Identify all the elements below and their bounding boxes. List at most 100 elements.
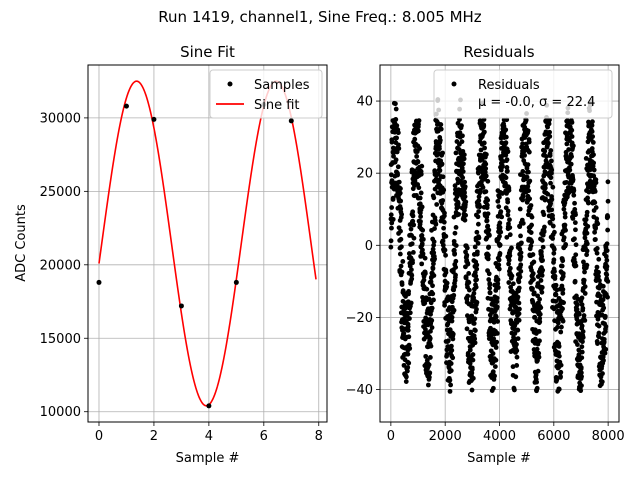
- residual-point: [430, 291, 436, 297]
- residual-point: [474, 266, 480, 272]
- residual-point: [475, 240, 481, 246]
- residual-point: [403, 379, 409, 384]
- residual-point: [420, 247, 425, 253]
- residual-point: [540, 257, 545, 263]
- residual-point: [517, 206, 523, 212]
- residual-point: [444, 280, 450, 286]
- y-tick-label: −20: [346, 311, 373, 326]
- residual-point: [563, 227, 568, 233]
- residual-point: [389, 205, 395, 210]
- residual-point: [604, 257, 610, 263]
- residual-point: [526, 149, 532, 155]
- residual-point: [584, 248, 590, 254]
- residual-point: [451, 307, 457, 313]
- residual-point: [559, 263, 565, 269]
- residual-point: [503, 127, 509, 133]
- residual-point: [590, 119, 595, 125]
- residual-point: [553, 298, 559, 304]
- residual-point: [419, 233, 425, 238]
- residual-point: [572, 278, 578, 284]
- residual-point: [570, 216, 576, 221]
- residual-point: [464, 252, 470, 258]
- residual-point: [471, 321, 477, 326]
- residual-point: [418, 214, 423, 219]
- residual-point: [409, 273, 415, 278]
- residual-point: [431, 250, 437, 256]
- residual-point: [560, 290, 566, 296]
- residual-point: [515, 336, 521, 341]
- residual-point: [604, 264, 610, 269]
- residual-point: [516, 279, 522, 285]
- residual-point: [516, 285, 522, 291]
- sine-fit-y-axis-label: ADC Counts: [14, 204, 29, 282]
- residual-point: [603, 324, 609, 329]
- residual-point: [441, 219, 447, 225]
- residual-point: [583, 217, 589, 223]
- residual-point: [405, 351, 411, 357]
- residual-point: [570, 143, 576, 149]
- residual-point: [497, 220, 503, 226]
- residual-point: [494, 299, 500, 305]
- residual-point: [486, 271, 492, 277]
- residual-point: [580, 335, 586, 340]
- residual-point: [532, 314, 538, 320]
- residual-point: [547, 153, 553, 158]
- residual-point: [575, 342, 580, 347]
- residual-point: [503, 140, 509, 146]
- residual-point: [535, 368, 541, 374]
- residual-point: [513, 374, 519, 380]
- residual-point: [578, 388, 584, 394]
- residual-point: [485, 211, 491, 217]
- figure-suptitle: Run 1419, channel1, Sine Freq.: 8.005 MH…: [158, 8, 482, 26]
- residual-point: [440, 238, 446, 244]
- residual-point: [505, 212, 511, 218]
- residual-point: [543, 196, 548, 202]
- residual-point: [605, 179, 611, 185]
- residual-point: [546, 121, 552, 127]
- residual-point: [395, 164, 401, 170]
- residual-point: [472, 244, 478, 250]
- residual-point: [590, 134, 596, 139]
- residual-point: [579, 374, 584, 379]
- sine-fit-samples-layer: [96, 102, 294, 409]
- x-tick-label: 4000: [483, 429, 516, 444]
- residual-point: [473, 273, 479, 279]
- residual-point: [573, 263, 579, 269]
- residual-point: [505, 208, 511, 214]
- residual-point: [582, 269, 587, 275]
- residual-point: [600, 297, 606, 303]
- residual-point: [527, 196, 533, 202]
- residual-point: [440, 150, 446, 156]
- residual-point: [401, 331, 407, 336]
- residual-point: [573, 212, 578, 218]
- residual-point: [490, 385, 496, 391]
- residual-point: [407, 316, 412, 321]
- residual-point: [509, 273, 515, 279]
- residual-point: [437, 168, 443, 173]
- residual-point: [585, 223, 591, 229]
- residual-point: [441, 187, 447, 193]
- residual-point: [450, 336, 456, 342]
- residual-point: [552, 273, 558, 279]
- residuals-title: Residuals: [463, 43, 534, 61]
- residual-point: [600, 283, 606, 289]
- residual-point: [398, 198, 404, 204]
- residual-point: [482, 145, 487, 151]
- residual-point: [473, 284, 479, 290]
- residual-point: [474, 249, 480, 255]
- residual-point: [416, 185, 422, 191]
- residual-point: [530, 252, 536, 257]
- residual-point: [574, 306, 580, 312]
- residual-point: [584, 252, 590, 258]
- residual-point: [558, 374, 563, 379]
- residual-point: [518, 233, 523, 239]
- residual-point: [601, 336, 607, 342]
- sine-fit-x-axis-label: Sample #: [176, 451, 240, 466]
- residual-point: [516, 317, 522, 323]
- residual-point: [520, 169, 526, 174]
- residual-point: [534, 379, 540, 385]
- residual-point: [496, 266, 502, 272]
- residual-point: [450, 331, 456, 337]
- residual-point: [498, 229, 504, 235]
- residual-point: [572, 200, 577, 206]
